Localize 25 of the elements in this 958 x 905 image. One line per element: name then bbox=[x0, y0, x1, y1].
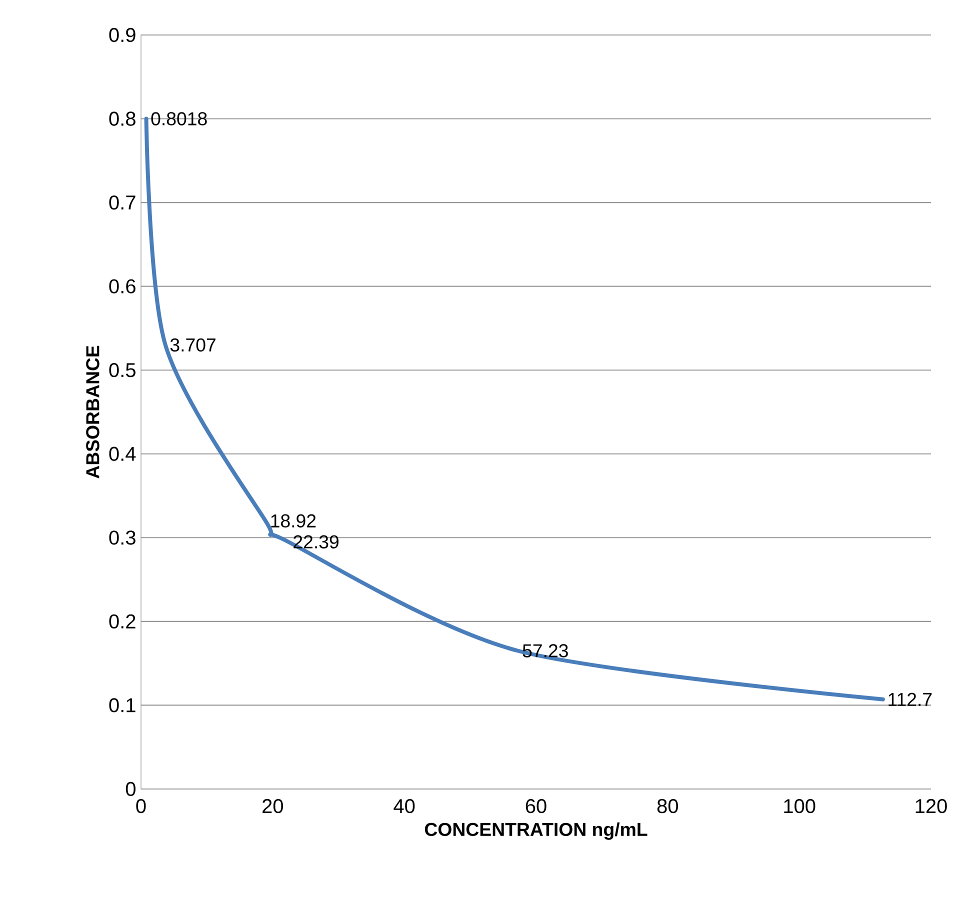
annotation: 57.23 bbox=[522, 644, 568, 658]
y-tick-label: 0.6 bbox=[109, 279, 136, 294]
x-tick-label: 20 bbox=[262, 799, 283, 814]
annotation: 0.8018 bbox=[151, 112, 207, 126]
y-tick-label: 0.4 bbox=[109, 446, 136, 461]
x-tick-label: 60 bbox=[526, 799, 546, 814]
x-tick-label: 40 bbox=[394, 799, 415, 814]
annotation: 18.92 bbox=[271, 514, 316, 528]
y-tick-label: 0.1 bbox=[109, 698, 136, 712]
y-tick-label: 0.5 bbox=[109, 363, 136, 378]
annotation: 22.39 bbox=[294, 535, 338, 548]
x-tick-label: 100 bbox=[784, 799, 816, 814]
x-tick-label: 0 bbox=[136, 799, 146, 814]
annotation: 3.707 bbox=[170, 338, 216, 352]
y-tick-label: 0 bbox=[126, 782, 136, 796]
y-tick-label: 0.7 bbox=[109, 195, 136, 210]
y-tick-label: 0.3 bbox=[109, 530, 136, 545]
annotation: 112.7 bbox=[888, 692, 932, 706]
x-tick-label: 120 bbox=[916, 799, 947, 814]
x-axis-title: CONCENTRATION ng/mL bbox=[424, 822, 648, 840]
y-tick-label: 0.2 bbox=[109, 614, 136, 629]
y-axis-title: ABSORBANCE bbox=[86, 346, 100, 478]
y-tick-label: 0.8 bbox=[109, 112, 136, 126]
x-tick-label: 80 bbox=[657, 799, 678, 814]
y-tick-label: 0.9 bbox=[109, 28, 136, 42]
